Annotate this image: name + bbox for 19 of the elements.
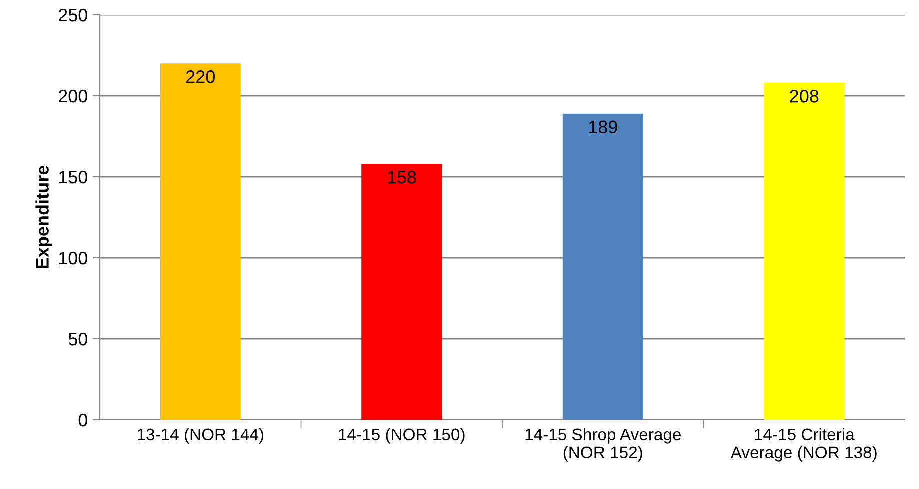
bar bbox=[362, 164, 442, 420]
y-tick-label: 50 bbox=[68, 332, 88, 346]
data-label: 158 bbox=[388, 170, 416, 184]
y-axis-title: Expenditure bbox=[36, 166, 53, 268]
data-label: 208 bbox=[790, 90, 819, 103]
bar bbox=[160, 64, 241, 420]
data-label: 220 bbox=[186, 70, 215, 84]
y-tick-label: 150 bbox=[59, 170, 88, 184]
y-tick-label: 200 bbox=[58, 90, 88, 103]
x-tick-label: 14-15 (NOR 150) bbox=[339, 428, 465, 444]
x-tick-label: 14-15 Criteria Average (NOR 138) bbox=[730, 428, 877, 462]
data-label: 189 bbox=[589, 120, 618, 134]
y-tick-label: 100 bbox=[59, 252, 88, 265]
x-tick-label: 13-14 (NOR 144) bbox=[138, 428, 264, 444]
x-tick-label: 14-15 Shrop Average (NOR 152) bbox=[526, 428, 682, 462]
y-tick-label: 250 bbox=[58, 8, 88, 22]
bar bbox=[764, 83, 845, 420]
bar bbox=[562, 114, 644, 420]
y-tick-label: 0 bbox=[78, 414, 88, 427]
